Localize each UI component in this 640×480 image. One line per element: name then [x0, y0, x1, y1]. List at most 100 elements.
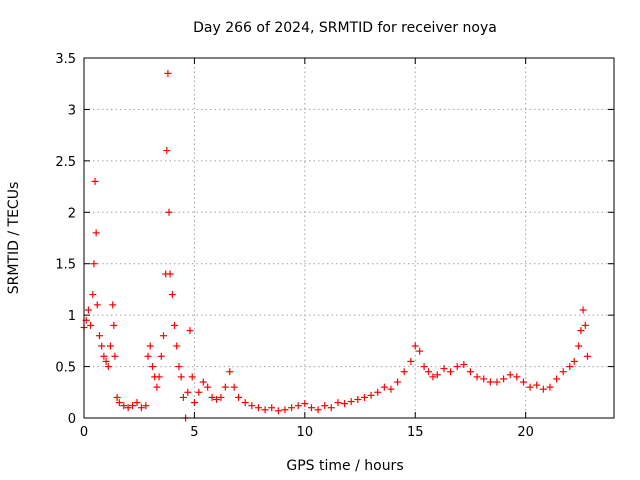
- data-point-marker: [153, 383, 161, 391]
- data-point-marker: [281, 406, 289, 414]
- data-point-marker: [506, 371, 514, 379]
- data-point-marker: [577, 327, 585, 335]
- data-point-marker: [95, 332, 103, 340]
- data-point-marker: [321, 402, 329, 410]
- data-point-marker: [89, 291, 97, 299]
- axis-ticks: 0 5 10 15 20 0 0.5 1 1.5 2 2.5 3 3.5: [55, 52, 614, 440]
- data-point-marker: [307, 404, 315, 412]
- data-point-marker: [133, 399, 141, 407]
- data-point-marker: [93, 301, 101, 309]
- data-point-marker: [387, 385, 395, 393]
- data-point-marker: [374, 388, 382, 396]
- data-point-marker: [179, 393, 187, 401]
- data-point-marker: [241, 399, 249, 407]
- data-point-marker: [579, 306, 587, 314]
- data-point-marker: [367, 391, 375, 399]
- data-point-marker: [146, 342, 154, 350]
- data-point-marker: [168, 291, 176, 299]
- x-axis-label: GPS time / hours: [286, 458, 403, 474]
- data-point-marker: [288, 404, 296, 412]
- data-point-marker: [90, 260, 98, 268]
- x-tick-label: 5: [190, 425, 198, 440]
- data-point-marker: [199, 378, 207, 386]
- x-tick-label: 15: [407, 425, 424, 440]
- data-point-marker: [100, 352, 108, 360]
- data-point-marker: [460, 361, 468, 369]
- data-point-marker: [208, 393, 216, 401]
- data-point-marker: [546, 383, 554, 391]
- data-point-marker: [294, 402, 302, 410]
- data-point-marker: [177, 373, 185, 381]
- data-point-marker: [204, 383, 212, 391]
- data-point-marker: [92, 229, 100, 237]
- data-point-marker: [144, 352, 152, 360]
- data-point-marker: [165, 208, 173, 216]
- data-point-marker: [173, 342, 181, 350]
- data-point-marker: [334, 399, 342, 407]
- data-point-marker: [466, 368, 474, 376]
- data-point-marker: [440, 365, 448, 373]
- y-tick-label: 0: [68, 412, 76, 427]
- data-point-marker: [539, 385, 547, 393]
- data-point-marker: [188, 373, 196, 381]
- data-point-marker: [84, 306, 92, 314]
- data-point-marker: [129, 402, 137, 410]
- data-points: [80, 69, 591, 422]
- data-point-marker: [416, 347, 424, 355]
- data-point-marker: [453, 363, 461, 371]
- y-tick-label: 2: [68, 206, 76, 221]
- data-point-marker: [553, 375, 561, 383]
- data-point-marker: [235, 393, 243, 401]
- data-point-marker: [148, 363, 156, 371]
- data-point-marker: [160, 332, 167, 340]
- data-point-marker: [171, 321, 179, 329]
- data-point-marker: [473, 373, 481, 381]
- data-point-marker: [327, 404, 335, 412]
- y-axis-label: SRMTID / TECUs: [6, 182, 22, 295]
- data-point-marker: [230, 383, 238, 391]
- data-point-marker: [581, 321, 589, 329]
- data-point-marker: [124, 404, 132, 412]
- data-point-marker: [274, 407, 282, 415]
- data-point-marker: [268, 404, 276, 412]
- data-point-marker: [513, 373, 521, 381]
- data-point-marker: [115, 399, 123, 407]
- data-point-marker: [261, 406, 269, 414]
- data-point-marker: [186, 327, 194, 335]
- data-point-marker: [347, 398, 355, 406]
- data-point-marker: [217, 393, 225, 401]
- y-tick-label: 1.5: [55, 258, 76, 273]
- data-point-marker: [164, 69, 172, 77]
- grid: [84, 58, 614, 418]
- data-point-marker: [411, 342, 419, 350]
- y-tick-label: 0.5: [55, 361, 76, 376]
- data-point-marker: [575, 342, 583, 350]
- data-point-marker: [120, 402, 128, 410]
- data-point-marker: [500, 375, 508, 383]
- data-point-marker: [91, 177, 99, 185]
- data-point-marker: [341, 400, 349, 408]
- data-point-marker: [559, 368, 567, 376]
- data-point-marker: [213, 395, 220, 403]
- data-point-marker: [248, 402, 256, 410]
- y-tick-label: 2.5: [55, 155, 76, 170]
- data-point-marker: [526, 383, 534, 391]
- data-point-marker: [400, 368, 408, 376]
- data-point-marker: [155, 373, 163, 381]
- data-point-marker: [301, 400, 309, 408]
- data-point-marker: [380, 383, 388, 391]
- data-point-marker: [566, 363, 574, 371]
- data-point-marker: [175, 363, 183, 371]
- x-tick-label: 20: [517, 425, 534, 440]
- data-point-marker: [420, 363, 428, 371]
- data-point-marker: [163, 147, 171, 155]
- data-point-marker: [157, 352, 165, 360]
- data-point-marker: [480, 375, 488, 383]
- data-point-marker: [314, 406, 322, 414]
- data-point-marker: [102, 357, 110, 365]
- data-point-marker: [142, 402, 150, 410]
- data-point-marker: [87, 321, 95, 329]
- data-point-marker: [394, 378, 402, 386]
- data-point-marker: [493, 378, 501, 386]
